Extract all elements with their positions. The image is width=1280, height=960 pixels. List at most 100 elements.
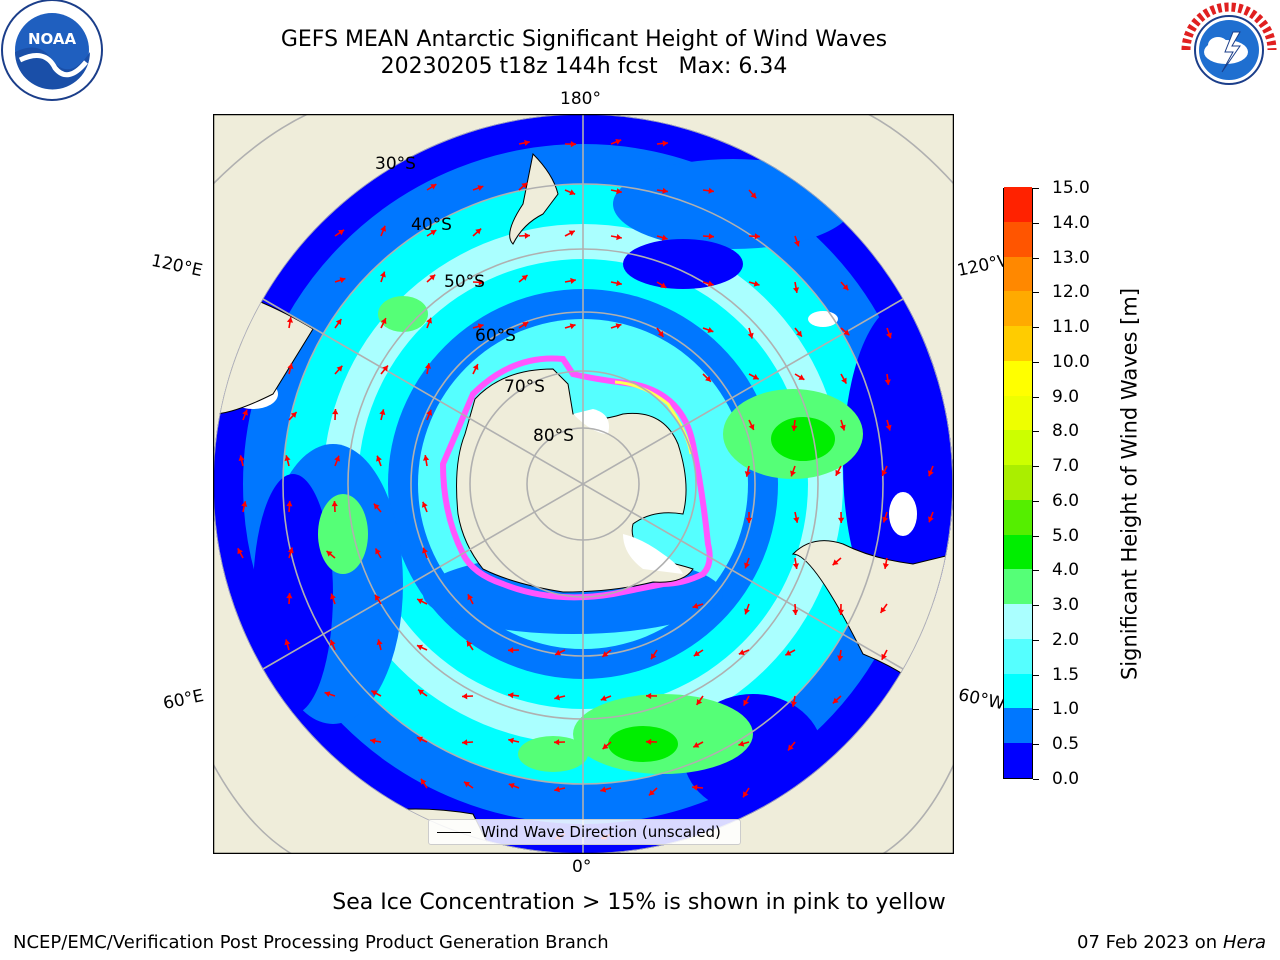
wind-wave-arrowhead xyxy=(467,594,474,601)
wind-wave-arrowhead xyxy=(570,141,576,148)
lon-label-lower-right: 60°W xyxy=(956,685,1007,715)
wind-wave-arrowhead xyxy=(843,329,850,336)
wind-wave-arrowhead xyxy=(692,784,698,791)
polar-map: 30°S 40°S 50°S 60°S 70°S 80°S xyxy=(213,114,954,854)
wind-wave-arrowhead xyxy=(554,739,560,746)
wind-wave-arrowhead xyxy=(569,323,576,330)
colorbar-tickmark xyxy=(1033,605,1039,607)
wind-wave-arrowhead xyxy=(287,547,294,554)
wind-wave-arrowhead xyxy=(380,225,387,232)
graticule xyxy=(213,114,953,854)
wind-wave-arrowhead xyxy=(791,425,798,431)
wind-wave-arrowhead xyxy=(832,697,839,704)
wind-wave-arrowhead xyxy=(743,699,749,706)
wind-wave-arrowhead xyxy=(708,187,714,194)
wind-wave-arrowhead xyxy=(478,279,484,286)
colorbar-tickmark xyxy=(1033,257,1039,259)
wind-wave-arrowhead xyxy=(284,639,291,646)
colorbar-tickmark xyxy=(1033,222,1039,224)
wind-wave-arrowhead xyxy=(792,563,799,569)
wind-wave-arrowhead xyxy=(417,644,423,651)
wind-wave-arrowhead xyxy=(882,516,889,523)
wind-wave-arrowhead xyxy=(375,594,381,601)
wind-wave-arrowhead xyxy=(707,280,714,287)
wind-wave-arrowhead xyxy=(661,234,668,241)
wind-wave-arrowhead xyxy=(475,228,482,235)
wind-wave-arrowhead xyxy=(616,188,622,195)
colorbar-segment xyxy=(1004,603,1032,639)
colorbar-tick-label: 10.0 xyxy=(1052,351,1090,372)
wind-wave-arrowhead xyxy=(881,469,888,476)
wind-wave-arrowhead xyxy=(886,332,892,339)
wind-wave-arrowhead xyxy=(326,551,333,557)
wind-wave-arrowhead xyxy=(286,593,293,599)
legend-line-swatch xyxy=(437,831,471,833)
white-patch-3 xyxy=(889,492,917,536)
wind-wave-arrowhead xyxy=(568,230,575,237)
wind-wave-arrowhead xyxy=(747,332,754,339)
colorbar-tickmark xyxy=(1033,639,1039,641)
lon-label-lower-left: 60°E xyxy=(161,685,206,715)
wind-wave-arrowhead xyxy=(418,689,425,696)
wind-wave-arrowhead xyxy=(335,319,342,326)
colorbar-segment xyxy=(1004,464,1032,500)
lat-label-70s: 70°S xyxy=(504,377,545,397)
wind-wave-arrowhead xyxy=(242,409,248,416)
colorbar-tickmark xyxy=(1033,535,1039,537)
wind-wave-arrowhead xyxy=(508,782,515,789)
wind-wave-arrowhead xyxy=(284,455,291,462)
wind-wave-arrowhead xyxy=(477,323,484,330)
blue-patch-north xyxy=(613,159,853,249)
wind-wave-arrowhead xyxy=(329,639,336,646)
wind-wave-arrowhead xyxy=(616,234,622,241)
svg-text:NOAA: NOAA xyxy=(28,30,77,48)
wind-wave-arrowhead xyxy=(693,742,700,748)
wind-wave-arrowhead xyxy=(241,501,248,507)
colorbar-tick-label: 4.0 xyxy=(1052,560,1080,581)
wind-wave-arrowhead xyxy=(521,182,528,189)
wind-wave-arrowhead xyxy=(422,547,428,554)
colorbar-tick-label: 0.5 xyxy=(1052,734,1080,755)
wind-wave-arrowhead xyxy=(524,232,530,239)
colorbar-tick-label: 13.0 xyxy=(1052,247,1090,268)
wind-wave-arrowhead xyxy=(792,609,799,615)
wind-wave-arrowhead xyxy=(324,691,331,698)
colorbar-tick-label: 5.0 xyxy=(1052,525,1080,546)
wind-wave-arrowhead xyxy=(841,377,847,384)
colorbar-tick-label: 7.0 xyxy=(1052,456,1080,477)
wind-wave-arrowhead xyxy=(744,471,751,477)
wind-wave-arrowhead xyxy=(748,423,755,430)
wind-wave-arrowhead xyxy=(286,501,293,507)
wind-wave-arrowhead xyxy=(696,698,703,705)
weddell-ice xyxy=(623,534,683,574)
colorbar-tickmark xyxy=(1033,779,1039,780)
wind-wave-arrowhead xyxy=(462,739,468,746)
wind-wave-arrowhead xyxy=(646,738,652,745)
colorbar-segment xyxy=(1004,325,1032,361)
wind-wave-arrowhead xyxy=(429,274,436,281)
wind-wave-arrowhead xyxy=(744,562,750,569)
wind-wave-arrowhead xyxy=(615,138,622,145)
colorbar-tickmark xyxy=(1033,744,1039,746)
colorbar-segment xyxy=(1004,568,1032,605)
wind-wave-arrowhead xyxy=(837,655,844,661)
colorbar-segment xyxy=(1004,742,1032,778)
colorbar-tickmark xyxy=(1033,396,1039,398)
wind-wave-arrowhead xyxy=(336,365,343,372)
chart-title: GEFS MEAN Antarctic Significant Height o… xyxy=(280,27,888,52)
lon-label-bottom: 0° xyxy=(572,857,592,877)
colorbar-tick-label: 8.0 xyxy=(1052,421,1080,442)
wind-wave-arrowhead xyxy=(424,363,432,369)
wind-wave-arrowhead xyxy=(570,277,576,284)
sea-ice-note: Sea Ice Concentration > 15% is shown in … xyxy=(332,890,946,915)
wind-wave-arrowhead xyxy=(835,469,841,476)
wind-wave-arrowhead xyxy=(744,608,750,615)
wind-wave-arrowhead xyxy=(602,743,609,750)
wind-wave-arrowhead xyxy=(785,650,792,656)
lon-label-top: 180° xyxy=(560,89,601,109)
colorbar-segment xyxy=(1004,708,1032,744)
wind-wave-arrowhead xyxy=(600,786,607,793)
bright-green-patch-east xyxy=(771,417,835,461)
wind-wave-arrowhead xyxy=(662,140,668,147)
wind-wave-arrowhead xyxy=(837,609,844,615)
